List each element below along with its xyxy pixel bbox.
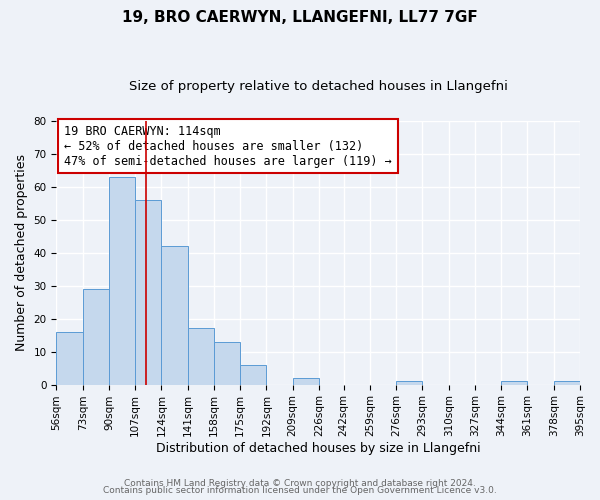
Bar — [396, 382, 422, 384]
Title: Size of property relative to detached houses in Llangefni: Size of property relative to detached ho… — [129, 80, 508, 93]
Bar — [135, 200, 161, 384]
Text: Contains public sector information licensed under the Open Government Licence v3: Contains public sector information licen… — [103, 486, 497, 495]
Y-axis label: Number of detached properties: Number of detached properties — [15, 154, 28, 351]
Bar — [83, 289, 109, 384]
Text: Contains HM Land Registry data © Crown copyright and database right 2024.: Contains HM Land Registry data © Crown c… — [124, 478, 476, 488]
Bar — [293, 378, 319, 384]
Bar — [161, 246, 188, 384]
Bar — [501, 382, 527, 384]
Text: 19, BRO CAERWYN, LLANGEFNI, LL77 7GF: 19, BRO CAERWYN, LLANGEFNI, LL77 7GF — [122, 10, 478, 25]
Bar — [56, 332, 83, 384]
Text: 19 BRO CAERWYN: 114sqm
← 52% of detached houses are smaller (132)
47% of semi-de: 19 BRO CAERWYN: 114sqm ← 52% of detached… — [64, 124, 392, 168]
Bar — [188, 328, 214, 384]
Bar — [554, 382, 580, 384]
X-axis label: Distribution of detached houses by size in Llangefni: Distribution of detached houses by size … — [156, 442, 481, 455]
Bar — [109, 176, 135, 384]
Bar — [240, 365, 266, 384]
Bar — [214, 342, 240, 384]
